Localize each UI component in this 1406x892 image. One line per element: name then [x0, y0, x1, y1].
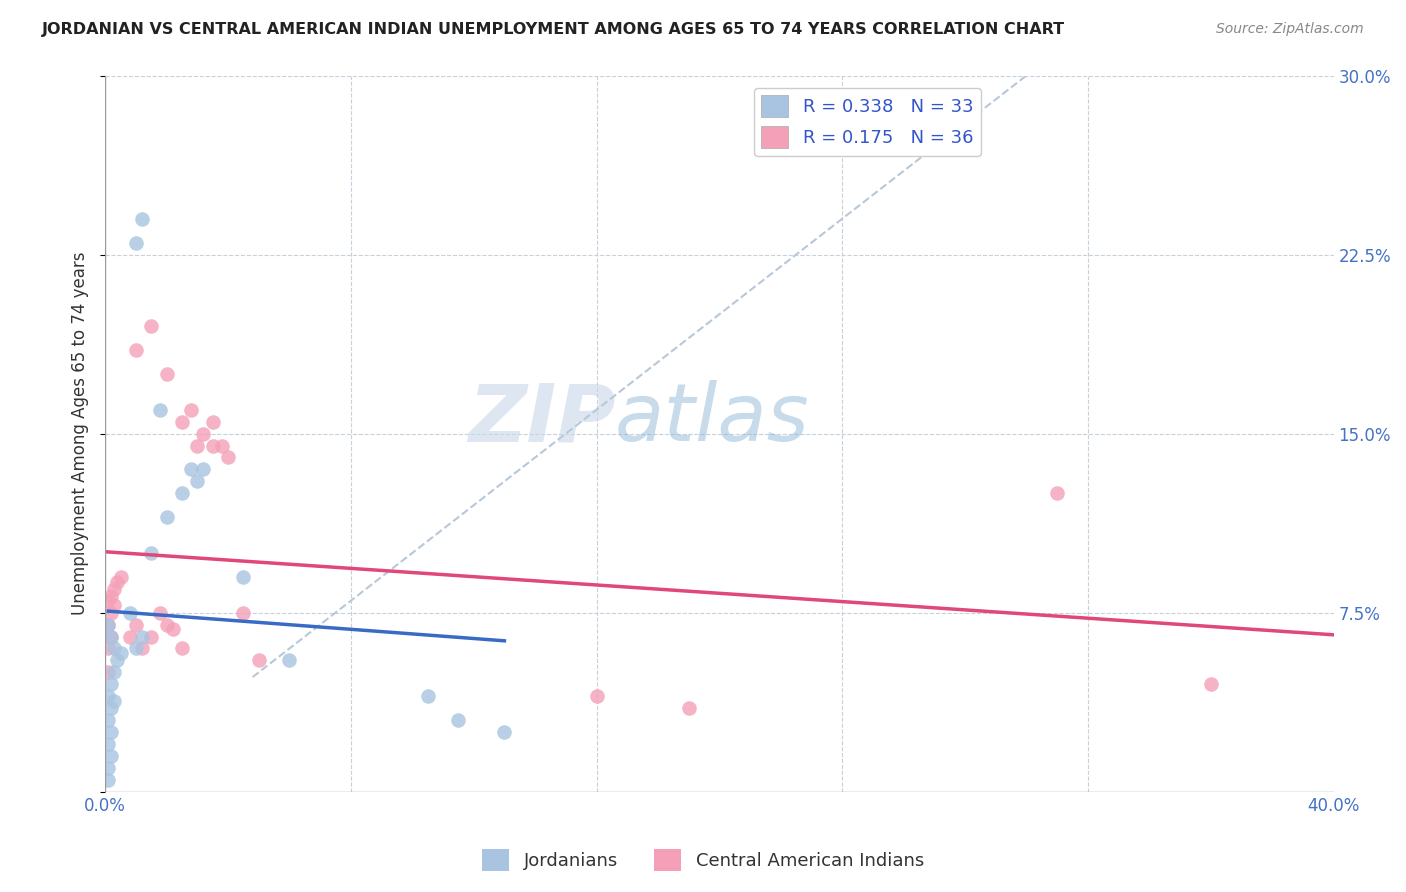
- Point: [170, 641, 193, 656]
- Text: atlas: atlas: [614, 380, 810, 458]
- Point: [100, 677, 122, 691]
- Point: [97, 593, 120, 607]
- Text: Source: ZipAtlas.com: Source: ZipAtlas.com: [1216, 22, 1364, 37]
- Point: [141, 630, 163, 644]
- Point: [149, 606, 172, 620]
- Point: [141, 546, 163, 560]
- Point: [97, 641, 120, 656]
- Point: [211, 438, 233, 452]
- Point: [131, 630, 153, 644]
- Point: [494, 725, 516, 739]
- Point: [97, 617, 120, 632]
- Point: [416, 690, 439, 704]
- Point: [232, 606, 254, 620]
- Point: [103, 665, 125, 680]
- Point: [278, 653, 301, 667]
- Point: [103, 599, 125, 613]
- Point: [125, 617, 148, 632]
- Legend: R = 0.338   N = 33, R = 0.175   N = 36: R = 0.338 N = 33, R = 0.175 N = 36: [754, 88, 980, 156]
- Point: [156, 367, 179, 381]
- Point: [186, 475, 208, 489]
- Point: [180, 402, 202, 417]
- Point: [103, 694, 125, 708]
- Point: [97, 737, 120, 751]
- Point: [186, 438, 208, 452]
- Point: [201, 415, 224, 429]
- Legend: Jordanians, Central American Indians: Jordanians, Central American Indians: [475, 842, 931, 879]
- Point: [100, 589, 122, 603]
- Point: [107, 574, 129, 589]
- Point: [110, 570, 132, 584]
- Point: [217, 450, 239, 465]
- Point: [125, 343, 148, 357]
- Point: [97, 713, 120, 727]
- Point: [678, 701, 700, 715]
- Point: [1046, 486, 1069, 500]
- Point: [100, 630, 122, 644]
- Point: [447, 713, 470, 727]
- Point: [100, 630, 122, 644]
- Point: [97, 665, 120, 680]
- Point: [97, 761, 120, 775]
- Point: [110, 646, 132, 660]
- Point: [170, 486, 193, 500]
- Point: [193, 426, 215, 441]
- Point: [103, 582, 125, 596]
- Point: [1199, 677, 1222, 691]
- Point: [232, 570, 254, 584]
- Point: [180, 462, 202, 476]
- Point: [585, 690, 607, 704]
- Point: [156, 617, 179, 632]
- Point: [131, 211, 153, 226]
- Point: [100, 725, 122, 739]
- Text: ZIP: ZIP: [468, 380, 614, 458]
- Point: [162, 623, 184, 637]
- Point: [170, 415, 193, 429]
- Point: [141, 319, 163, 334]
- Point: [100, 701, 122, 715]
- Point: [97, 772, 120, 787]
- Point: [247, 653, 270, 667]
- Point: [97, 690, 120, 704]
- Point: [193, 462, 215, 476]
- Point: [125, 235, 148, 250]
- Point: [125, 641, 148, 656]
- Y-axis label: Unemployment Among Ages 65 to 74 years: Unemployment Among Ages 65 to 74 years: [72, 252, 89, 615]
- Point: [201, 438, 224, 452]
- Point: [149, 402, 172, 417]
- Point: [118, 630, 141, 644]
- Point: [156, 510, 179, 524]
- Point: [131, 641, 153, 656]
- Point: [118, 606, 141, 620]
- Point: [97, 617, 120, 632]
- Point: [107, 653, 129, 667]
- Point: [100, 748, 122, 763]
- Text: JORDANIAN VS CENTRAL AMERICAN INDIAN UNEMPLOYMENT AMONG AGES 65 TO 74 YEARS CORR: JORDANIAN VS CENTRAL AMERICAN INDIAN UNE…: [42, 22, 1066, 37]
- Point: [103, 641, 125, 656]
- Point: [100, 606, 122, 620]
